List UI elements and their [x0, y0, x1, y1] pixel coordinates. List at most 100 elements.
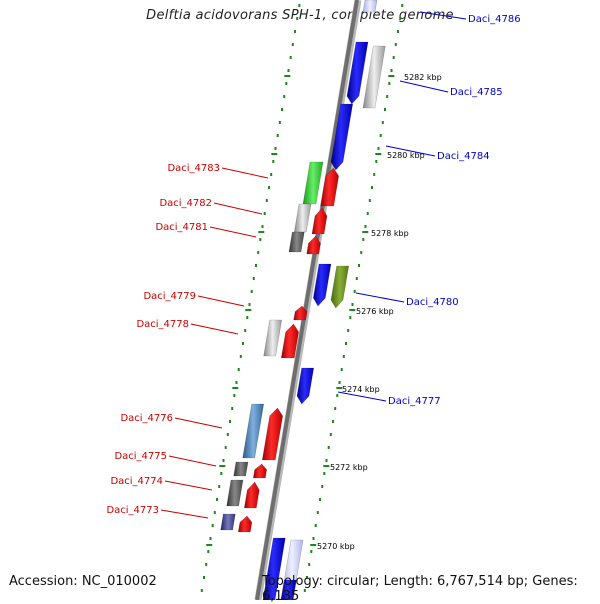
tick-dot	[285, 82, 288, 85]
tick-marks	[200, 4, 404, 592]
tick-dot	[220, 472, 223, 475]
tick-dot	[340, 368, 343, 371]
tick-dot	[386, 95, 389, 98]
tick-dot	[216, 498, 218, 501]
gene-label[interactable]: Daci_4774	[110, 476, 163, 487]
gene-label[interactable]: Daci_4775	[114, 451, 167, 462]
tick-dot	[329, 433, 332, 436]
tick-dot	[229, 420, 231, 423]
gene-feature	[262, 537, 286, 600]
kbp-label: 5278 kbp	[371, 229, 409, 238]
tick-dot	[310, 550, 313, 553]
leader-line	[419, 11, 467, 20]
tick-dot	[394, 43, 397, 46]
tick-dot	[381, 121, 384, 124]
tick-dot	[226, 433, 229, 436]
gene-feature	[288, 231, 305, 253]
tick-dot	[342, 355, 345, 358]
gene-feature	[237, 515, 253, 533]
tick-dot	[272, 160, 275, 163]
tick-dot	[332, 420, 334, 423]
tick-dot	[368, 199, 371, 202]
tick-dot	[263, 212, 266, 215]
tick-dot	[211, 524, 214, 527]
tick-dot	[375, 160, 378, 163]
tick-dot	[252, 277, 255, 280]
gene-feature	[226, 479, 244, 507]
tick-dot	[323, 472, 326, 475]
gene-label[interactable]: Daci_4786	[468, 14, 521, 25]
tick-dot	[314, 524, 317, 527]
tick-dot	[246, 316, 249, 319]
leader-line	[213, 202, 263, 215]
gene-feature	[362, 45, 386, 109]
kbp-label: 5270 kbp	[317, 542, 355, 551]
gene-feature	[302, 161, 324, 205]
tick-dot	[392, 56, 395, 59]
gene-feature	[220, 513, 236, 531]
gene-label[interactable]: Daci_4779	[143, 291, 196, 302]
gene-feature	[320, 167, 340, 207]
tick-dot	[355, 277, 358, 280]
gene-feature	[312, 263, 332, 307]
leader-line	[197, 295, 245, 307]
tick-dot	[274, 147, 277, 150]
tick-dot	[237, 368, 240, 371]
tick-dot	[308, 563, 311, 566]
gene-label[interactable]: Daci_4773	[106, 505, 159, 516]
gene-label[interactable]: Daci_4784	[437, 151, 490, 162]
tick-dot	[345, 342, 347, 345]
gene-feature	[330, 103, 354, 171]
tick-dot	[294, 30, 296, 33]
tick-dot	[338, 381, 341, 384]
gene-label[interactable]: Daci_4783	[167, 163, 220, 174]
gene-label[interactable]: Daci_4782	[159, 198, 212, 209]
gene-feature	[293, 305, 308, 321]
tick-dot	[321, 485, 324, 488]
tick-dot	[205, 563, 208, 566]
tick-dot	[371, 186, 373, 189]
gene-label[interactable]: Daci_4777	[388, 396, 441, 407]
gene-feature	[233, 461, 249, 477]
gene-label[interactable]: Daci_4776	[120, 413, 173, 424]
tick-dot	[327, 446, 330, 449]
tick-dot	[235, 381, 238, 384]
tick-dot	[283, 95, 286, 98]
gene-feature	[280, 579, 297, 600]
tick-dot	[390, 69, 393, 72]
kbp-label: 5276 kbp	[356, 307, 394, 316]
tick-dot	[325, 459, 328, 462]
genome-backbone	[255, 0, 359, 600]
gene-feature	[243, 481, 260, 509]
tick-dot	[399, 17, 402, 20]
tick-dot	[388, 82, 391, 85]
gene-feature	[311, 207, 328, 235]
tick-dot	[336, 394, 339, 397]
gene-label[interactable]: Daci_4785	[450, 87, 503, 98]
gene-label[interactable]: Daci_4781	[155, 222, 208, 233]
tick-dot	[298, 4, 301, 7]
leader-line	[399, 80, 449, 93]
gene-feature	[306, 235, 321, 255]
tick-dot	[351, 303, 354, 306]
gene-label[interactable]: Daci_4780	[406, 297, 459, 308]
tick-dot	[255, 264, 257, 267]
tick-dot	[259, 238, 262, 241]
tick-dot	[239, 355, 242, 358]
tick-dot	[281, 108, 283, 111]
gene-label[interactable]: Daci_4778	[136, 319, 189, 330]
leader-line	[174, 417, 223, 429]
tick-dot	[270, 173, 273, 176]
gene-feature	[261, 407, 284, 461]
tick-dot	[222, 459, 225, 462]
tick-dot	[203, 576, 205, 579]
tick-dot	[384, 108, 386, 111]
kbp-label: 5272 kbp	[330, 463, 368, 472]
tick-dot	[233, 394, 236, 397]
tick-dot	[316, 511, 319, 514]
genes	[220, 0, 386, 600]
tick-dot	[397, 30, 399, 33]
leader-line	[355, 292, 405, 303]
tick-dot	[377, 147, 380, 150]
tick-dot	[349, 316, 352, 319]
